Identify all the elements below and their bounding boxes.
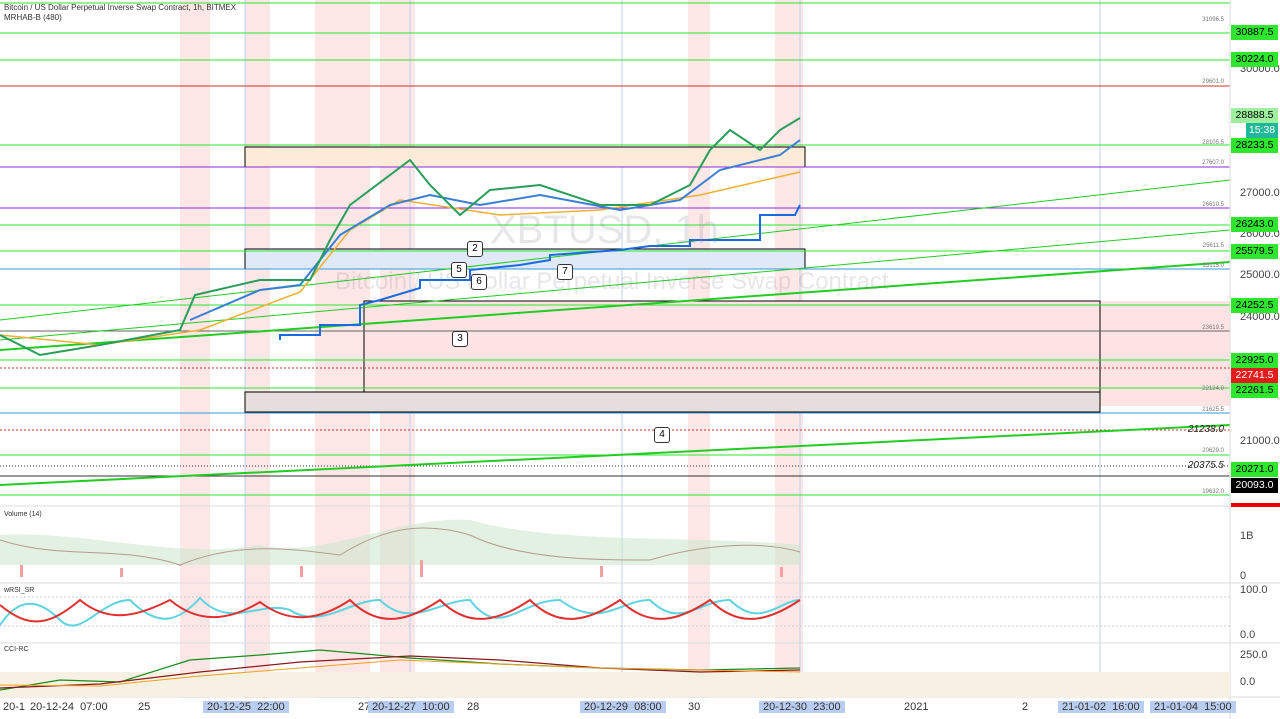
price-badge: 26243.0 (1231, 217, 1278, 232)
time-label: 20-12-30 23:00 (759, 701, 845, 713)
time-label: 20-12-24 07:00 (30, 701, 108, 713)
time-label: 20-12-25 22:00 (203, 701, 289, 713)
price-label: 21000.0 (1240, 435, 1280, 447)
time-label: 25 (138, 701, 151, 713)
time-label: 20-12-27 10:00 (368, 701, 454, 713)
watermark-description: Bitcoin / US Dollar Perpetual Inverse Sw… (335, 268, 889, 295)
price-label: 25000.0 (1240, 269, 1280, 281)
level-label: 20629.0 (1202, 448, 1224, 454)
pane-label: 0.0 (1240, 629, 1256, 641)
pane-label: 250.0 (1240, 649, 1268, 661)
wave-marker: 3 (452, 331, 468, 347)
wave-marker: 2 (467, 241, 483, 257)
pane-title: wRSI_SR (4, 587, 35, 594)
time-label: 2 (1022, 701, 1029, 713)
time-label: 21-01-04 15:00 (1150, 701, 1236, 713)
price-badge: 30887.5 (1231, 25, 1278, 40)
pane-label: 0.0 (1240, 676, 1256, 688)
pane-title: Volume (14) (4, 511, 42, 518)
price-badge: 22925.0 (1231, 353, 1278, 368)
wave-marker: 6 (471, 274, 487, 290)
time-label: 21-01-02 16:00 (1058, 701, 1144, 713)
wave-marker: 5 (451, 262, 467, 278)
level-label: 28105.5 (1202, 140, 1224, 146)
level-label: 25611.5 (1202, 243, 1224, 249)
price-label: 24000.0 (1240, 311, 1280, 323)
time-label: 28 (467, 701, 480, 713)
time-label: 30 (688, 701, 701, 713)
symbol-title: Bitcoin / US Dollar Perpetual Inverse Sw… (4, 3, 237, 12)
time-label: 20-12-29 08:00 (580, 701, 666, 713)
level-label: 31096.5 (1202, 17, 1224, 23)
price-badge: 20271.0 (1231, 462, 1278, 477)
level-label: 25115.0 (1202, 263, 1224, 269)
level-label: 27607.0 (1202, 160, 1224, 166)
time-label: 2021 (904, 701, 929, 713)
wave-marker: 4 (654, 427, 670, 443)
price-badge: 20093.0 (1231, 478, 1278, 493)
price-badge: 22261.5 (1231, 383, 1278, 398)
level-label: 22124.0 (1202, 386, 1224, 392)
level-label: 23619.5 (1202, 325, 1224, 331)
time-label: 27 (358, 701, 371, 713)
level-label: 19632.0 (1202, 489, 1224, 495)
price-label: 27000.0 (1240, 187, 1280, 199)
wave-marker: 7 (557, 264, 573, 280)
indicator-title: MRHAB-B (480) (4, 13, 62, 22)
countdown-badge: 15:38 (1246, 123, 1278, 138)
price-badge: 28888.5 (1231, 108, 1278, 123)
pane-label: 1B (1240, 530, 1254, 542)
time-label: 20-1 (3, 701, 26, 713)
price-badge: 30224.0 (1231, 52, 1278, 67)
pane-label: 100.0 (1240, 584, 1268, 596)
level-label: 29601.0 (1202, 79, 1224, 85)
price-badge: 28233.5 (1231, 138, 1278, 153)
pane-title: CCI-RC (4, 646, 29, 653)
pane-label: 0 (1240, 570, 1247, 582)
price-badge: 22741.5 (1231, 368, 1278, 383)
level-label: 21625.5 (1202, 407, 1224, 413)
line-label: 21238.0 (1187, 424, 1224, 435)
watermark-symbol: XBTUSD, 1h (490, 208, 719, 252)
price-badge: 24252.5 (1231, 298, 1278, 313)
line-label: 20375.5 (1187, 460, 1224, 471)
level-label: 26610.5 (1202, 202, 1224, 208)
price-badge: 25579.5 (1231, 244, 1278, 259)
